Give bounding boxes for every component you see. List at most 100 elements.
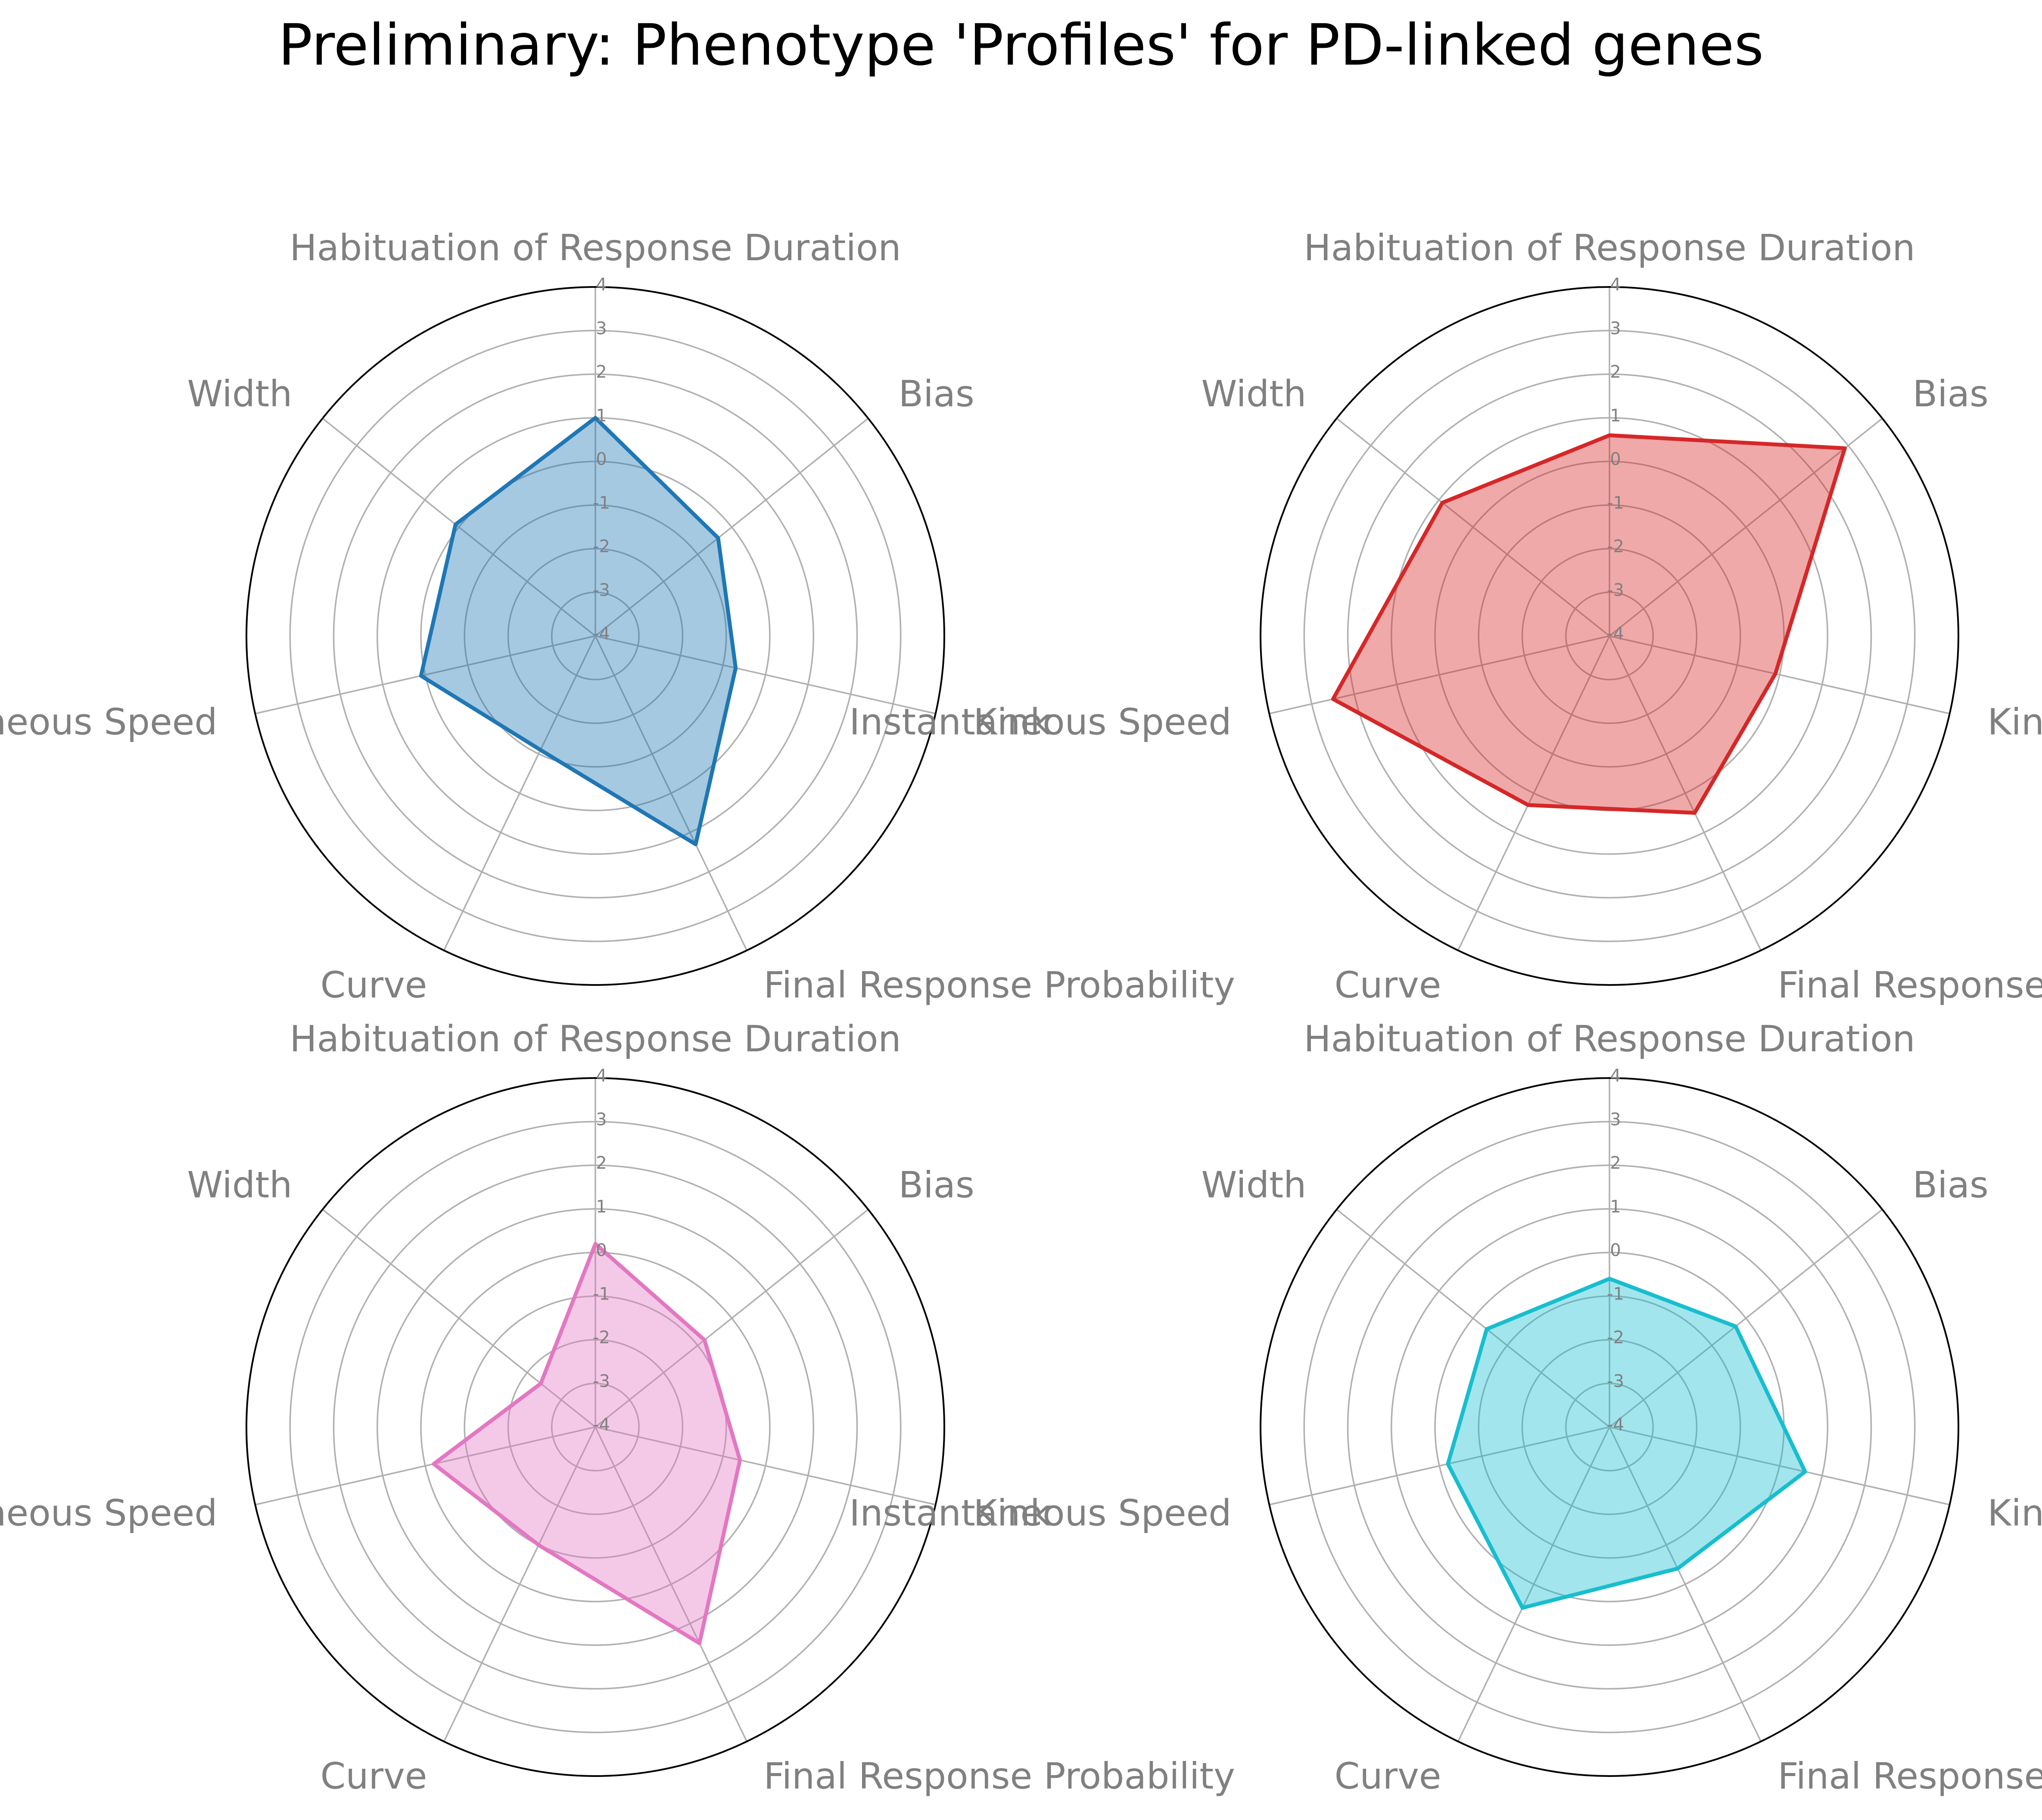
r-tick-label: -3 bbox=[593, 580, 610, 600]
r-tick-label: 1 bbox=[596, 406, 607, 426]
series-line bbox=[432, 1242, 742, 1645]
r-tick-label: 3 bbox=[1610, 1109, 1621, 1129]
r-tick-label: 4 bbox=[596, 275, 607, 295]
spoke-line bbox=[443, 1427, 596, 1742]
r-tick-label: -2 bbox=[1607, 1328, 1624, 1348]
category-label: Width bbox=[1201, 373, 1306, 415]
r-tick-label: -1 bbox=[593, 493, 610, 513]
spoke-line bbox=[595, 1209, 869, 1428]
r-tick-label: 1 bbox=[596, 1197, 607, 1217]
category-label: Habituation of Response Duration bbox=[289, 227, 901, 269]
spoke-line bbox=[1269, 635, 1610, 714]
r-tick-label: 4 bbox=[1610, 1066, 1621, 1086]
r-tick-label: 0 bbox=[1610, 449, 1621, 469]
series-area bbox=[1447, 1278, 1805, 1608]
series-line bbox=[1331, 433, 1847, 815]
r-tick-label: -4 bbox=[593, 1415, 610, 1435]
r-tick-label: 0 bbox=[596, 449, 607, 469]
r-tick-label: 0 bbox=[596, 1240, 607, 1260]
r-tick-label: -1 bbox=[593, 1284, 610, 1304]
spoke-line bbox=[255, 635, 596, 714]
radar-panel-4: -4 -3 -2 -1 0 1 2 3 4 Habituation of Response Dur… bbox=[849, 1018, 2042, 1797]
category-label: Kink bbox=[1987, 1492, 2042, 1534]
category-label: Final Response Probability bbox=[1778, 1755, 2042, 1797]
spoke-line bbox=[443, 636, 596, 951]
r-tick-label: -4 bbox=[1607, 624, 1624, 644]
spoke-line bbox=[595, 635, 936, 714]
r-tick-label: 0 bbox=[1610, 1240, 1621, 1260]
category-label: Habituation of Response Duration bbox=[1304, 1018, 1915, 1060]
category-label: Instantaneous Speed bbox=[0, 1492, 218, 1534]
category-label: Kink bbox=[973, 701, 1051, 743]
category-label: Bias bbox=[1913, 1164, 1989, 1206]
r-tick-label: 2 bbox=[1610, 362, 1621, 382]
category-label: Instantaneous Speed bbox=[849, 1492, 1231, 1534]
spoke-line bbox=[255, 1426, 596, 1505]
r-tick-label: 2 bbox=[596, 1153, 607, 1173]
series-area bbox=[421, 418, 736, 845]
category-label: Curve bbox=[321, 1755, 427, 1797]
category-label: Width bbox=[187, 373, 292, 415]
r-tick-label: -2 bbox=[593, 1328, 610, 1348]
category-label: Final Response Probability bbox=[764, 964, 1235, 1006]
spoke-line bbox=[1336, 418, 1610, 637]
category-label: Habituation of Response Duration bbox=[289, 1018, 901, 1060]
category-label: Curve bbox=[1335, 1755, 1441, 1797]
radar-panel-3: -4 -3 -2 -1 0 1 2 3 4 Habituation of Response Dur… bbox=[0, 1018, 1235, 1797]
r-tick-label: 2 bbox=[596, 362, 607, 382]
r-tick-label: -4 bbox=[593, 624, 610, 644]
category-label: Instantaneous Speed bbox=[849, 701, 1231, 743]
r-tick-label: -3 bbox=[1607, 580, 1624, 600]
category-label: Final Response Probability bbox=[764, 1755, 1235, 1797]
r-tick-label: 4 bbox=[1610, 275, 1621, 295]
spoke-line bbox=[1609, 1426, 1950, 1505]
spoke-line bbox=[1609, 1209, 1883, 1428]
polar-frame bbox=[1260, 1077, 1959, 1777]
r-tick-label: 2 bbox=[1610, 1153, 1621, 1173]
spoke-line bbox=[1336, 1209, 1610, 1428]
category-label: Width bbox=[1201, 1164, 1306, 1206]
series-area bbox=[1333, 435, 1845, 813]
spoke-line bbox=[1609, 636, 1762, 951]
category-label: Width bbox=[187, 1164, 292, 1206]
polar-frame bbox=[1260, 286, 1959, 986]
radar-panel-1: -4 -3 -2 -1 0 1 2 3 4 Habituation of Response Dur… bbox=[0, 227, 1235, 1006]
spoke-line bbox=[1269, 1426, 1610, 1505]
radar-panel-2: -4 -3 -2 -1 0 1 2 3 4 Habituation of Response Dur… bbox=[849, 227, 2042, 1006]
category-label: Curve bbox=[1335, 964, 1441, 1006]
spoke-line bbox=[322, 418, 596, 637]
spoke-line bbox=[595, 636, 748, 951]
spoke-line bbox=[1609, 635, 1950, 714]
r-tick-label: -1 bbox=[1607, 1284, 1624, 1304]
spoke-line bbox=[1609, 1427, 1762, 1742]
spoke-line bbox=[1457, 636, 1610, 951]
r-tick-label: -3 bbox=[593, 1371, 610, 1391]
category-label: Curve bbox=[321, 964, 427, 1006]
spoke-line bbox=[595, 1426, 936, 1505]
spoke-line bbox=[1457, 1427, 1610, 1742]
category-label: Bias bbox=[899, 373, 974, 415]
polar-frame bbox=[246, 286, 945, 986]
r-tick-label: 3 bbox=[596, 318, 607, 338]
r-tick-label: -3 bbox=[1607, 1371, 1624, 1391]
r-tick-label: 3 bbox=[1610, 318, 1621, 338]
r-tick-label: -2 bbox=[593, 537, 610, 557]
series-line bbox=[1446, 1277, 1807, 1610]
r-tick-label: -1 bbox=[1607, 493, 1624, 513]
series-line bbox=[419, 416, 738, 846]
spoke-line bbox=[1609, 418, 1883, 637]
series-area bbox=[433, 1243, 740, 1643]
r-tick-label: 1 bbox=[1610, 406, 1621, 426]
category-label: Kink bbox=[1987, 701, 2042, 743]
spoke-line bbox=[595, 418, 869, 637]
spoke-line bbox=[595, 1427, 748, 1742]
spoke-line bbox=[322, 1209, 596, 1428]
r-tick-label: 1 bbox=[1610, 1197, 1621, 1217]
r-tick-label: -2 bbox=[1607, 537, 1624, 557]
r-tick-label: 4 bbox=[596, 1066, 607, 1086]
r-tick-label: 3 bbox=[596, 1109, 607, 1129]
figure-title: Preliminary: Phenotype 'Profiles' for PD… bbox=[278, 12, 1764, 78]
polar-frame bbox=[246, 1077, 945, 1777]
category-label: Habituation of Response Duration bbox=[1304, 227, 1915, 269]
